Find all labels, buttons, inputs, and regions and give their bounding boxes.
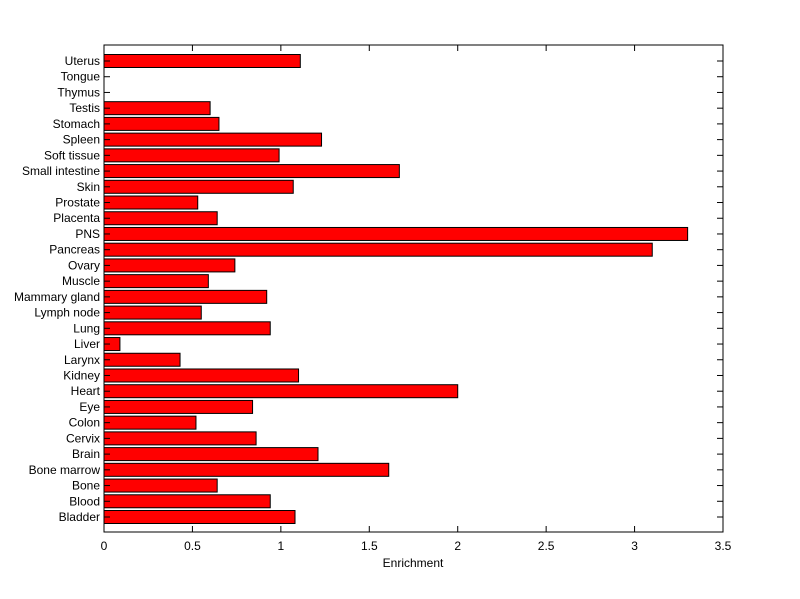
y-tick-label-testis: Testis — [69, 101, 100, 115]
bar-bone — [103, 478, 218, 493]
bar-bone-marrow — [103, 462, 390, 477]
y-tick-label-lung: Lung — [73, 321, 100, 335]
x-tick-label: 1 — [278, 539, 285, 553]
bar-colon — [103, 415, 197, 430]
bar-spleen — [103, 132, 323, 147]
x-tick-label: 0 — [101, 539, 108, 553]
y-tick-label-ovary: Ovary — [68, 258, 100, 272]
bar-brain — [103, 447, 319, 462]
bar-skin — [103, 179, 294, 194]
y-tick-label-lymph-node: Lymph node — [34, 306, 100, 320]
y-tick-label-bone-marrow: Bone marrow — [29, 463, 101, 477]
y-tick-label-placenta: Placenta — [53, 211, 100, 225]
bar-lung — [103, 321, 271, 336]
bar-testis — [103, 101, 211, 116]
y-tick-label-bone: Bone — [72, 479, 100, 493]
y-tick-label-tongue: Tongue — [61, 70, 101, 84]
y-tick-label-small-intestine: Small intestine — [22, 164, 100, 178]
y-tick-label-kidney: Kidney — [63, 368, 100, 382]
x-tick-label: 2 — [454, 539, 461, 553]
bar-kidney — [103, 368, 300, 383]
bar-ovary — [103, 258, 236, 273]
bar-stomach — [103, 116, 220, 131]
y-tick-label-soft-tissue: Soft tissue — [44, 148, 100, 162]
y-tick-label-uterus: Uterus — [65, 54, 100, 68]
bar-larynx — [103, 352, 181, 367]
x-tick-label: 1.5 — [361, 539, 378, 553]
ticks-layer — [104, 45, 723, 532]
y-tick-label-prostate: Prostate — [55, 196, 100, 210]
bar-mammary-gland — [103, 289, 268, 304]
y-tick-label-brain: Brain — [72, 447, 100, 461]
bar-uterus — [103, 54, 301, 68]
bar-prostate — [103, 195, 199, 210]
bar-blood — [103, 494, 271, 509]
bar-pancreas — [103, 242, 653, 257]
y-tick-label-skin: Skin — [77, 180, 100, 194]
bar-soft-tissue — [103, 148, 280, 163]
bar-muscle — [103, 274, 209, 289]
bar-lymph-node — [103, 305, 202, 320]
x-axis-title: Enrichment — [383, 556, 444, 570]
x-tick-label: 3 — [631, 539, 638, 553]
bar-eye — [103, 399, 254, 414]
y-tick-label-spleen: Spleen — [63, 133, 100, 147]
y-tick-label-cervix: Cervix — [66, 431, 100, 445]
y-tick-label-muscle: Muscle — [62, 274, 100, 288]
y-tick-label-stomach: Stomach — [53, 117, 100, 131]
y-tick-label-heart: Heart — [71, 384, 101, 398]
y-tick-label-pns: PNS — [75, 227, 100, 241]
bar-pns — [103, 226, 689, 241]
y-tick-label-larynx: Larynx — [64, 353, 100, 367]
y-tick-label-pancreas: Pancreas — [49, 243, 100, 257]
y-tick-label-thymus: Thymus — [57, 85, 100, 99]
y-tick-label-blood: Blood — [69, 494, 100, 508]
y-tick-label-liver: Liver — [74, 337, 100, 351]
plot-area-frame — [103, 44, 724, 533]
y-tick-label-mammary-gland: Mammary gland — [14, 290, 100, 304]
bar-placenta — [103, 211, 218, 226]
y-tick-label-bladder: Bladder — [59, 510, 100, 524]
x-tick-label: 2.5 — [538, 539, 555, 553]
bar-cervix — [103, 431, 257, 446]
x-tick-label: 0.5 — [184, 539, 201, 553]
y-tick-label-eye: Eye — [79, 400, 100, 414]
bar-bladder — [103, 510, 296, 524]
y-tick-label-colon: Colon — [69, 416, 100, 430]
bar-heart — [103, 384, 459, 399]
bar-small-intestine — [103, 164, 400, 179]
x-tick-label: 3.5 — [715, 539, 732, 553]
